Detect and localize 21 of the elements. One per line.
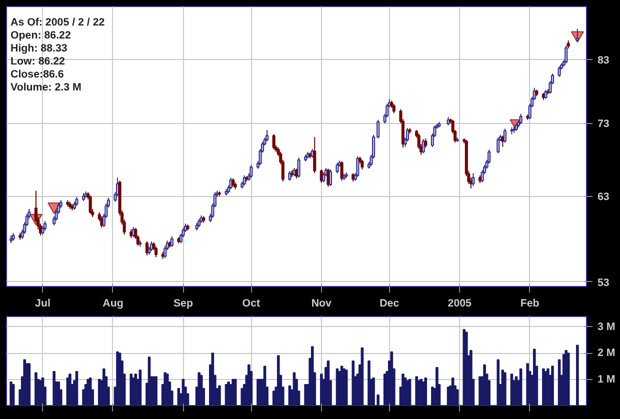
annotation: Close:86.6 [10,68,64,80]
y-tick-label: 63 [598,191,610,204]
x-tick-label: 2005 [448,298,472,310]
annotation: As Of: 2005 / 2 / 22 [10,16,105,28]
annotation: Open: 86.22 [10,30,71,42]
y-tick-label: 83 [598,54,610,67]
x-tick-label: Feb [520,298,540,310]
x-tick-label: Aug [102,298,124,310]
y-tick-label: 3 M [598,320,616,333]
annotation: Low: 86.22 [10,56,66,68]
x-tick-label: Jul [35,298,50,310]
y-tick-label: 2 M [598,347,616,360]
y-tick-label: 1 M [598,373,616,386]
y-tick-label: 73 [598,118,610,130]
x-tick-label: Nov [311,298,332,310]
annotation: High: 88.33 [10,42,68,54]
x-tick-label: Sep [173,298,194,310]
x-tick-label: Oct [242,298,261,310]
x-tick-label: Dec [380,298,400,310]
y-tick-label: 53 [598,276,610,289]
annotation: Volume: 2.3 M [10,82,82,94]
